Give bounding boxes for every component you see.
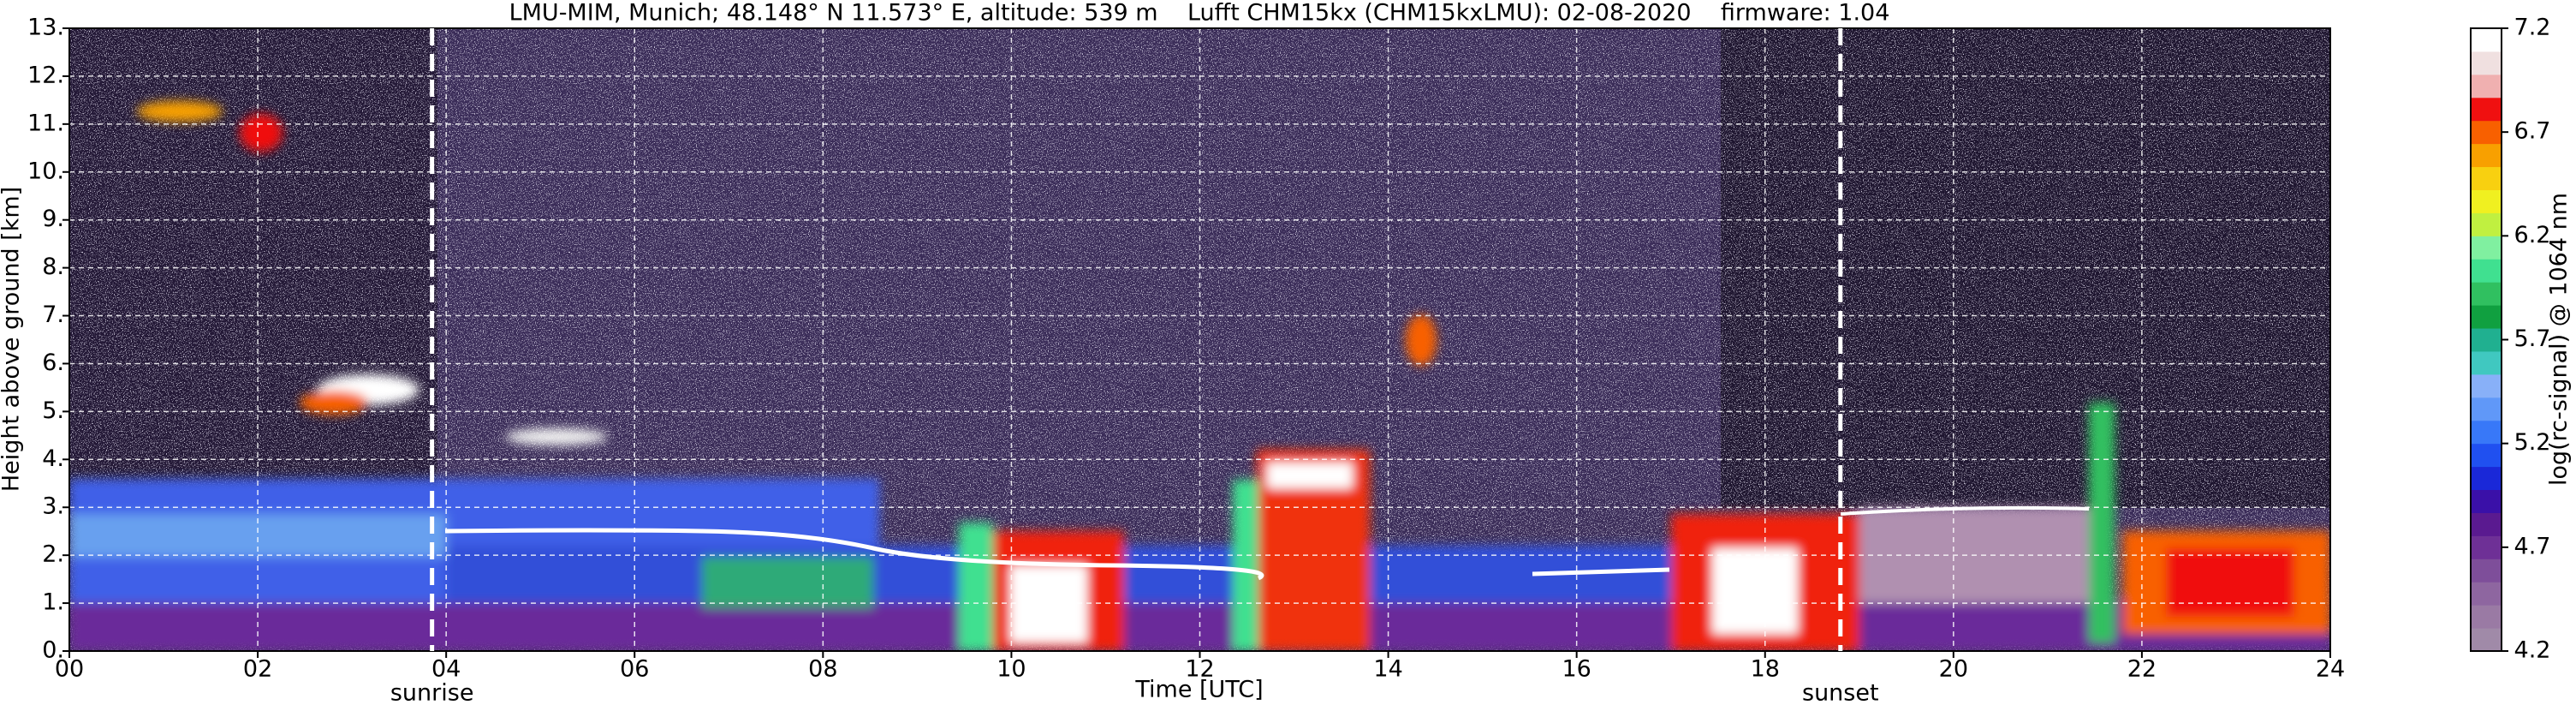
colorbar-swatch <box>2471 28 2502 52</box>
colorbar-swatch <box>2471 582 2502 606</box>
y-tick-label: 5. <box>42 397 64 424</box>
colorbar-swatch <box>2471 628 2502 652</box>
colorbar-tick-label: 4.2 <box>2514 637 2551 664</box>
y-tick-label: 4. <box>42 445 64 472</box>
y-tick-label: 0. <box>42 637 64 664</box>
colorbar-swatch <box>2471 559 2502 583</box>
colorbar-tick-label: 5.7 <box>2514 326 2551 352</box>
annotation-label: sunrise <box>390 680 474 707</box>
x-tick-label: 00 <box>55 656 84 683</box>
colorbar-swatch <box>2471 97 2502 122</box>
y-tick-label: 13. <box>27 15 64 41</box>
x-tick-label: 06 <box>620 656 649 683</box>
y-tick-label: 1. <box>42 589 64 616</box>
annotation-label: sunset <box>1802 680 1879 707</box>
x-tick-label: 14 <box>1373 656 1402 683</box>
x-tick-label: 08 <box>808 656 837 683</box>
colorbar-swatch <box>2471 143 2502 168</box>
colorbar-swatch <box>2471 166 2502 190</box>
colorbar-tick-label: 5.2 <box>2514 429 2551 456</box>
colorbar-swatch <box>2471 605 2502 629</box>
chart-title: LMU-MIM, Munich; 48.148° N 11.573° E, al… <box>509 0 1890 27</box>
colorbar-tick-label: 6.7 <box>2514 118 2551 145</box>
x-tick-label: 10 <box>996 656 1026 683</box>
y-tick-label: 6. <box>42 350 64 376</box>
colorbar-swatch <box>2471 535 2502 559</box>
colorbar-swatch <box>2471 328 2502 352</box>
colorbar-swatch <box>2471 282 2502 306</box>
y-tick-label: 9. <box>42 206 64 232</box>
y-tick-label: 10. <box>27 158 64 184</box>
colorbar-swatch <box>2471 350 2502 375</box>
colorbar-swatch <box>2471 51 2502 75</box>
colorbar-tick-label: 7.2 <box>2514 15 2551 41</box>
colorbar-swatch <box>2471 189 2502 213</box>
y-axis-label: Height above ground [km] <box>0 187 25 492</box>
colorbar-swatch <box>2471 420 2502 445</box>
colorbar-swatch <box>2471 373 2502 398</box>
x-tick-label: 16 <box>1562 656 1591 683</box>
colorbar-swatch <box>2471 120 2502 145</box>
colorbar-swatch <box>2471 259 2502 283</box>
x-tick-label: 02 <box>243 656 272 683</box>
colorbar-swatch <box>2471 74 2502 99</box>
y-tick-label: 11. <box>27 110 64 136</box>
colorbar-swatch <box>2471 466 2502 491</box>
x-tick-label: 24 <box>2316 656 2345 683</box>
colorbar-swatch <box>2471 512 2502 536</box>
colorbar-swatch <box>2471 236 2502 260</box>
colorbar-swatch <box>2471 397 2502 421</box>
colorbar-swatch <box>2471 305 2502 329</box>
x-tick-label: 12 <box>1185 656 1214 683</box>
x-axis-label: Time [UTC] <box>1134 677 1263 703</box>
y-tick-label: 3. <box>42 493 64 520</box>
x-tick-label: 20 <box>1939 656 1968 683</box>
y-tick-label: 8. <box>42 254 64 280</box>
colorbar-tick-label: 4.7 <box>2514 533 2551 559</box>
x-tick-label: 04 <box>431 656 461 683</box>
colorbar-swatch <box>2471 443 2502 468</box>
y-tick-label: 12. <box>27 62 64 88</box>
x-tick-label: 18 <box>1751 656 1780 683</box>
colorbar-label: log(rc-signal) @ 1064 nm <box>2546 193 2573 486</box>
colorbar-swatch <box>2471 489 2502 513</box>
y-tick-label: 7. <box>42 302 64 328</box>
colorbar-swatch <box>2471 212 2502 236</box>
colorbar-tick-label: 6.2 <box>2514 222 2551 248</box>
x-tick-label: 22 <box>2127 656 2157 683</box>
y-tick-label: 2. <box>42 541 64 568</box>
